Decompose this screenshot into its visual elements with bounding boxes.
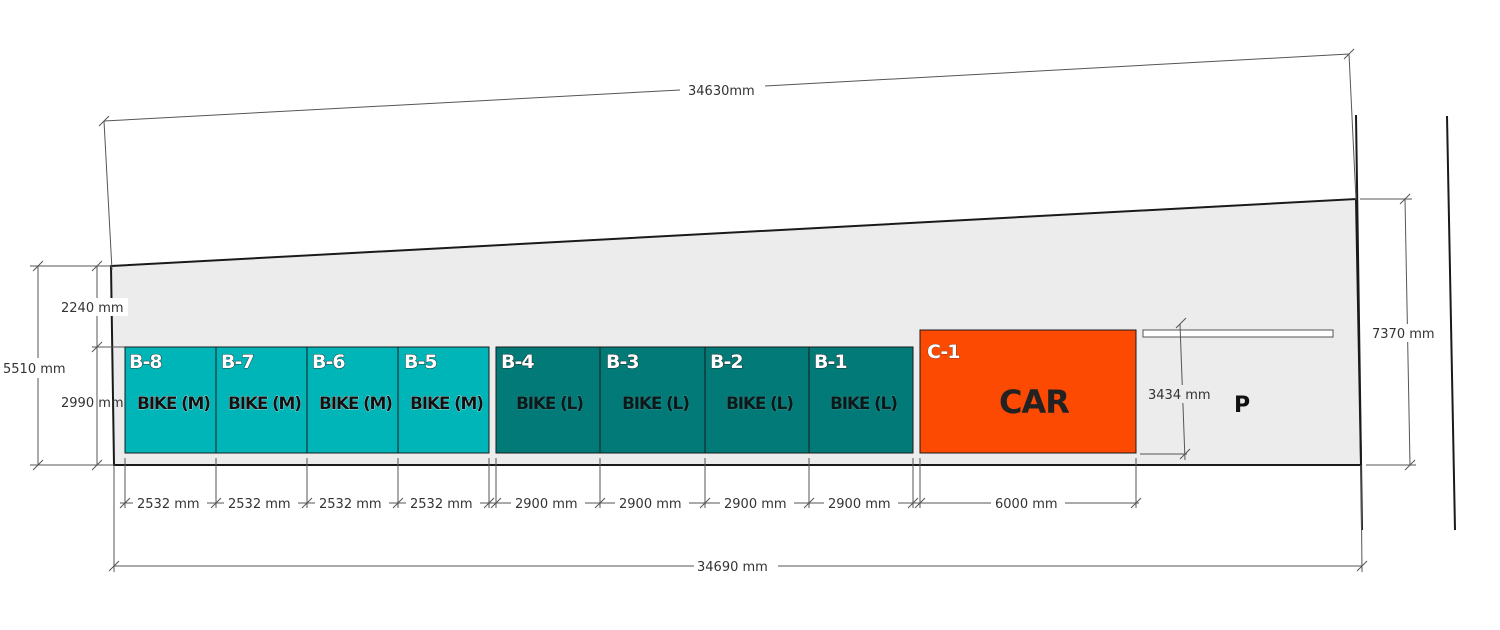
bay-b2[interactable] (704, 346, 810, 454)
bay-width-b6: 2532 mm (319, 497, 382, 512)
bottom-dimension (108, 464, 1368, 573)
car-bay-type: CAR (999, 383, 1069, 421)
bay-width-b3: 2900 mm (619, 497, 682, 512)
bay-b1[interactable] (808, 346, 914, 454)
parking-label: P (1234, 393, 1250, 418)
bay-id-b5: B-5 (404, 351, 437, 373)
p-zone-label-bg (1146, 385, 1216, 403)
bay-type-b6: BIKE (M) (319, 394, 392, 414)
bay-id-b4: B-4 (501, 351, 534, 373)
top-dimension (98, 48, 1357, 271)
p-zone-bar (1142, 329, 1334, 338)
bay-c1[interactable] (919, 329, 1137, 454)
left-total-label-bg (2, 358, 72, 378)
top-dimension-label: 34630mm (688, 84, 755, 99)
far-right-line (1446, 115, 1456, 531)
bay-id-b3: B-3 (606, 351, 639, 373)
bay-width-b2: 2900 mm (724, 497, 787, 512)
bay-width-b5: 2532 mm (410, 497, 473, 512)
bay-width-b4: 2900 mm (515, 497, 578, 512)
left-lower-label: 2990 mm (61, 396, 124, 411)
bay-width-b7: 2532 mm (228, 497, 291, 512)
bay-b6[interactable] (306, 346, 399, 454)
bay-type-b8: BIKE (M) (137, 394, 210, 414)
bay-type-b5: BIKE (M) (410, 394, 483, 414)
bay-id-b2: B-2 (710, 351, 743, 373)
bay-b8[interactable] (124, 346, 217, 454)
bay-type-b7: BIKE (M) (228, 394, 301, 414)
bike-bays (124, 346, 914, 454)
right-dimension-label-bg (1370, 324, 1442, 342)
bay-type-b1: BIKE (L) (830, 394, 897, 414)
left-upper-label: 2240 mm (61, 301, 124, 316)
bay-type-b2: BIKE (L) (726, 394, 793, 414)
bay-id-b1: B-1 (814, 351, 847, 373)
bay-width-c1: 6000 mm (995, 497, 1058, 512)
car-bay-id: C-1 (927, 341, 960, 363)
left-total-label: 5510 mm (3, 362, 66, 377)
p-zone-dimension-label: 3434 mm (1148, 388, 1211, 403)
bay-b5[interactable] (397, 346, 490, 454)
bay-width-label-bgs (133, 494, 1065, 512)
bay-id-b8: B-8 (129, 351, 162, 373)
bay-id-b7: B-7 (221, 351, 254, 373)
bottom-dimension-label: 34690 mm (697, 560, 768, 575)
right-boundary-line (1355, 114, 1363, 531)
bay-b7[interactable] (215, 346, 308, 454)
bay-id-b6: B-6 (312, 351, 345, 373)
bay-type-b3: BIKE (L) (622, 394, 689, 414)
bay-width-b1: 2900 mm (828, 497, 891, 512)
bay-type-b4: BIKE (L) (516, 394, 583, 414)
bay-width-b8: 2532 mm (137, 497, 200, 512)
left-upper-label-bg (60, 298, 128, 316)
bay-b3[interactable] (599, 346, 706, 454)
bottom-dimension-label-bg (694, 557, 778, 575)
right-dimension-label: 7370 mm (1372, 327, 1435, 342)
